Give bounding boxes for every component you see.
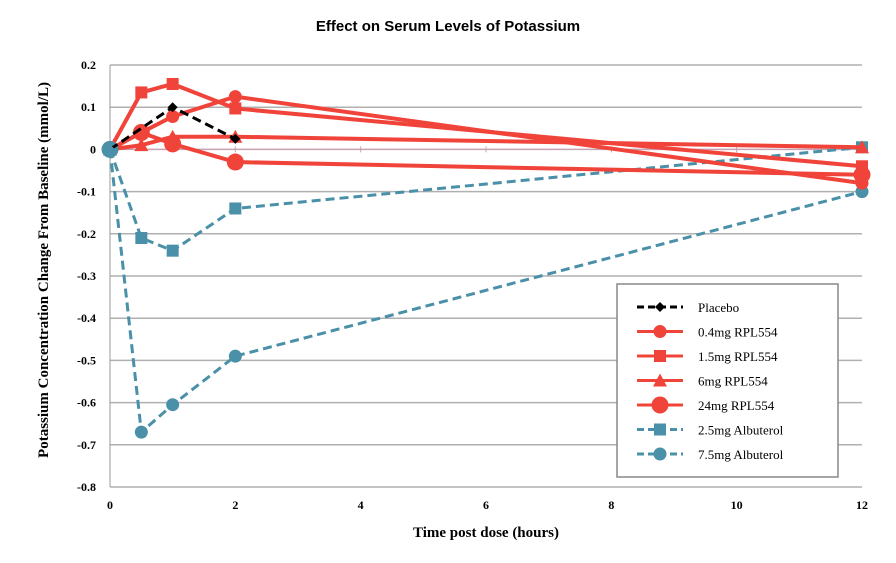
data-point [229,202,242,215]
x-tick-label: 8 [608,498,614,512]
legend-label: 1.5mg RPL554 [698,349,778,364]
legend-label: 24mg RPL554 [698,398,775,413]
x-tick-label: 0 [107,498,113,512]
data-point [230,133,241,144]
chart-title: Effect on Serum Levels of Potassium [315,18,581,35]
data-point [134,425,148,439]
x-tick-label: 10 [731,498,743,512]
legend-marker [653,325,667,338]
data-point [228,90,242,104]
legend-label: 6mg RPL554 [698,374,768,389]
legend-label: Placebo [698,300,739,315]
y-axis-label: Potassium Concentration Change From Base… [36,82,52,458]
data-point [135,86,148,99]
legend-marker [651,396,669,414]
x-tick-label: 4 [358,498,364,512]
series-line [108,81,863,169]
data-point [166,398,180,412]
data-point [226,153,244,171]
y-tick-label: 0 [90,142,96,156]
data-point [164,135,182,153]
x-tick-label: 12 [856,498,868,512]
y-tick-label: -0.5 [77,353,96,367]
y-tick-label: -0.3 [77,269,96,283]
x-tick-label: 6 [483,498,489,512]
series-line [108,145,863,253]
legend-label: 0.4mg RPL554 [698,325,778,340]
data-point [166,77,179,90]
y-tick-label: -0.1 [77,185,96,199]
legend-marker [654,350,666,362]
y-tick-label: -0.2 [77,227,96,241]
data-point [134,138,149,152]
data-point [166,244,179,257]
data-point [855,140,869,154]
y-tick-label: -0.4 [77,311,96,325]
data-point [166,109,180,123]
legend-marker [653,447,667,461]
legend-label: 7.5mg Albuterol [698,447,784,462]
y-tick-label: -0.7 [77,438,96,452]
data-point [105,144,115,155]
y-tick-label: 0.2 [81,58,96,72]
legend-marker [654,423,666,436]
data-point [228,349,242,363]
legend-label: 2.5mg Albuterol [698,423,784,438]
data-point [229,102,242,115]
y-tick-label: -0.6 [77,396,96,410]
data-point [135,232,148,245]
y-tick-label: 0.1 [81,100,96,114]
legend-marker [655,302,665,312]
legend-marker [653,373,667,387]
data-point [853,166,871,184]
data-point [132,124,150,142]
x-tick-label: 2 [232,498,238,512]
x-axis-label: Time post dose (hours) [413,525,559,541]
data-point [167,102,178,113]
y-tick-label: -0.8 [77,480,96,494]
